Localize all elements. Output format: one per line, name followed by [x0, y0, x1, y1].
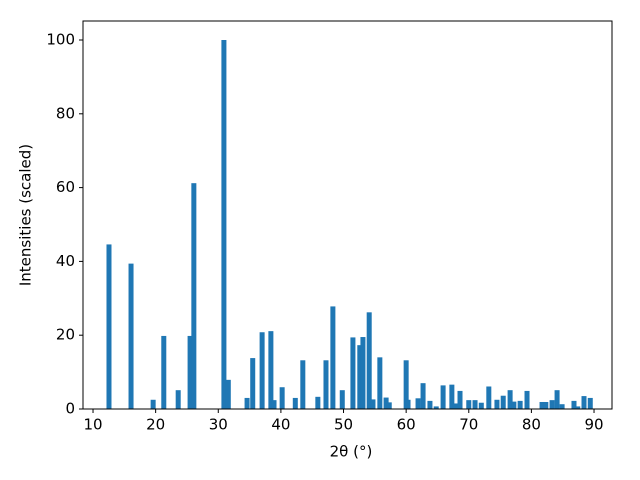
- bar: [106, 244, 112, 409]
- x-axis-label: 2θ (°): [330, 443, 373, 461]
- bar: [466, 400, 472, 409]
- bar: [221, 40, 227, 410]
- bar: [478, 402, 484, 409]
- bar: [405, 399, 411, 409]
- bar: [507, 390, 513, 409]
- bar: [571, 400, 577, 409]
- bar: [549, 400, 555, 409]
- y-axis-label: Intensities (scaled): [17, 144, 35, 286]
- bar: [559, 404, 565, 409]
- bar: [403, 360, 409, 409]
- bar: [175, 390, 181, 409]
- y-tick-label: 60: [56, 178, 75, 196]
- bar: [543, 401, 549, 409]
- bar: [370, 399, 376, 409]
- x-tick-label: 40: [271, 416, 290, 434]
- x-tick-label: 60: [397, 416, 416, 434]
- y-tick-label: 100: [46, 31, 75, 49]
- bar: [360, 337, 366, 409]
- bar: [339, 390, 345, 409]
- bar: [300, 360, 306, 409]
- bar: [187, 335, 193, 409]
- bar: [259, 332, 265, 409]
- bar: [161, 335, 167, 409]
- bar: [323, 360, 329, 409]
- bar: [433, 406, 439, 409]
- x-tick-label: 10: [83, 416, 102, 434]
- bar: [292, 397, 298, 409]
- bar: [517, 400, 523, 409]
- plot-frame: [82, 20, 613, 410]
- bar: [225, 379, 231, 409]
- x-tick-label: 50: [334, 416, 353, 434]
- bar: [494, 399, 500, 409]
- y-tick-label: 20: [56, 326, 75, 344]
- y-tick-label: 80: [56, 104, 75, 122]
- x-tick-label: 80: [522, 416, 541, 434]
- bar: [150, 399, 156, 409]
- bar: [440, 385, 446, 409]
- y-tick-label: 0: [65, 400, 75, 418]
- bar: [350, 337, 356, 409]
- bar: [554, 390, 560, 409]
- x-tick-label: 20: [146, 416, 165, 434]
- bar: [191, 183, 197, 409]
- bar: [383, 397, 389, 409]
- bar: [587, 397, 593, 409]
- bar: [581, 396, 587, 409]
- bar: [420, 383, 426, 409]
- bar: [128, 263, 134, 409]
- bar: [524, 390, 530, 409]
- x-tick-label: 30: [209, 416, 228, 434]
- bar: [427, 400, 433, 409]
- bar: [366, 312, 372, 409]
- bar: [575, 406, 581, 409]
- bar: [330, 306, 336, 409]
- bar: [315, 396, 321, 409]
- bar: [250, 358, 256, 409]
- bar: [377, 357, 383, 409]
- bar: [539, 401, 545, 409]
- bar: [271, 400, 277, 409]
- x-tick-label: 70: [459, 416, 478, 434]
- bar: [244, 397, 250, 409]
- bar: [486, 386, 492, 409]
- x-tick-label: 90: [584, 416, 603, 434]
- bar: [452, 403, 458, 409]
- bar: [279, 387, 285, 409]
- bar: [500, 395, 506, 409]
- bar: [386, 402, 392, 409]
- y-tick-label: 40: [56, 252, 75, 270]
- bar: [449, 384, 455, 409]
- bar: [457, 390, 463, 409]
- bar: [268, 331, 274, 409]
- bar: [415, 398, 421, 409]
- bar: [511, 401, 517, 409]
- bar: [357, 345, 363, 409]
- bar: [472, 400, 478, 409]
